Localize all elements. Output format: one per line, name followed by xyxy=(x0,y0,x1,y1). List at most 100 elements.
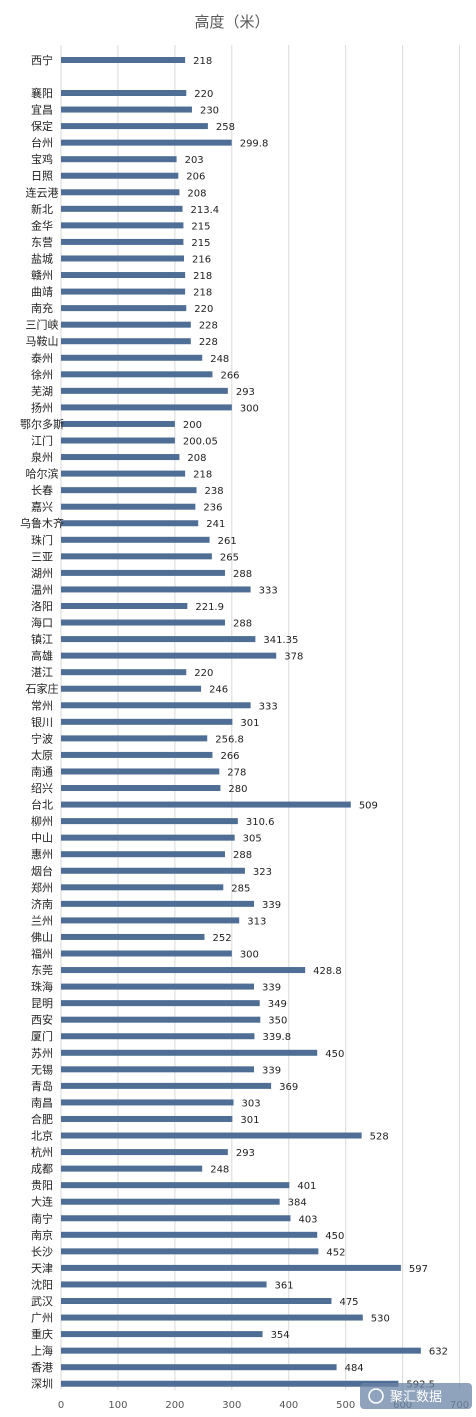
bar xyxy=(61,586,251,593)
data-label: 206 xyxy=(186,172,205,183)
bar xyxy=(61,139,232,146)
category-label: 深圳 xyxy=(31,1378,53,1391)
category-label: 湖州 xyxy=(31,567,53,580)
data-label: 350 xyxy=(268,1016,287,1027)
data-label: 301 xyxy=(240,718,259,729)
data-label: 218 xyxy=(193,271,212,282)
bar xyxy=(61,123,208,130)
bar xyxy=(61,1314,363,1321)
data-label: 252 xyxy=(212,933,231,944)
data-label: 339.8 xyxy=(262,1032,291,1043)
bar xyxy=(61,454,180,461)
category-label: 成都 xyxy=(31,1163,53,1176)
bar xyxy=(61,1132,362,1139)
bar xyxy=(61,1016,261,1023)
data-label: 220 xyxy=(194,668,213,679)
bar xyxy=(61,702,251,709)
bar xyxy=(61,354,203,361)
bar xyxy=(61,1182,290,1189)
category-label: 大连 xyxy=(31,1195,53,1209)
bar xyxy=(61,470,186,477)
category-label: 徐州 xyxy=(31,367,53,381)
bar xyxy=(61,1198,280,1205)
category-label: 石家庄 xyxy=(26,682,59,696)
bar xyxy=(61,553,212,560)
bar xyxy=(61,983,255,990)
bar xyxy=(61,1000,260,1007)
category-label: 嘉兴 xyxy=(31,500,53,514)
bar xyxy=(61,619,225,626)
category-label: 厦门 xyxy=(31,1029,53,1043)
category-label: 盐城 xyxy=(31,252,53,265)
category-label: 合肥 xyxy=(31,1112,53,1126)
data-label: 401 xyxy=(297,1181,316,1192)
bar xyxy=(61,338,191,345)
bar xyxy=(61,834,235,841)
category-labels: 西宁襄阳宜昌保定台州宝鸡日照连云港新北金华东营盐城赣州曲靖南充三门峡马鞍山泰州徐… xyxy=(20,53,64,1391)
x-tick-label: 500 xyxy=(336,1400,355,1411)
bar xyxy=(61,1380,399,1387)
bar xyxy=(61,1248,319,1255)
data-label: 266 xyxy=(220,751,239,762)
category-label: 襄阳 xyxy=(31,86,53,100)
data-label: 339 xyxy=(262,900,281,911)
category-label: 北京 xyxy=(31,1129,53,1143)
category-label: 东营 xyxy=(31,235,53,249)
category-label: 珠海 xyxy=(31,980,53,994)
bar xyxy=(61,1066,255,1073)
category-label: 马鞍山 xyxy=(26,334,59,348)
category-label: 海口 xyxy=(31,616,53,630)
category-label: 南宁 xyxy=(31,1211,53,1225)
category-label: 香港 xyxy=(31,1361,53,1374)
category-label: 惠州 xyxy=(31,847,53,861)
category-label: 苏州 xyxy=(31,1047,53,1060)
data-label: 349 xyxy=(268,999,287,1010)
bar xyxy=(61,1331,263,1338)
bar xyxy=(61,1298,332,1305)
category-label: 江门 xyxy=(31,434,53,448)
data-label: 354 xyxy=(271,1330,290,1341)
bar xyxy=(61,437,175,444)
data-label: 509 xyxy=(359,801,378,812)
data-label: 301 xyxy=(240,1115,259,1126)
data-label: 258 xyxy=(216,122,235,133)
bar xyxy=(61,1364,337,1371)
category-label: 昆明 xyxy=(31,997,53,1010)
data-label: 218 xyxy=(193,56,212,67)
bar xyxy=(61,785,221,792)
category-label: 南京 xyxy=(31,1228,53,1242)
bar xyxy=(61,1149,228,1156)
category-label: 乌鲁木齐 xyxy=(20,516,64,530)
bar xyxy=(61,156,177,163)
bar xyxy=(61,884,224,891)
data-label: 341.35 xyxy=(263,635,298,646)
category-label: 贵阳 xyxy=(31,1179,53,1192)
bar xyxy=(61,602,188,609)
category-label: 长春 xyxy=(31,484,53,497)
bar xyxy=(61,867,245,874)
x-tick-label: 200 xyxy=(165,1400,184,1411)
bar xyxy=(61,238,184,245)
category-label: 宜昌 xyxy=(31,103,53,117)
bar xyxy=(61,1165,203,1172)
bar xyxy=(61,1082,272,1089)
bar xyxy=(61,536,210,543)
bar xyxy=(61,255,184,262)
bar xyxy=(61,751,213,758)
category-label: 无锡 xyxy=(31,1062,53,1076)
data-label: 213.4 xyxy=(191,205,220,216)
data-label: 310.6 xyxy=(246,817,275,828)
category-label: 赣州 xyxy=(31,268,53,282)
category-label: 绍兴 xyxy=(31,781,53,795)
data-label: 323 xyxy=(253,867,272,878)
bar xyxy=(61,272,186,279)
bar xyxy=(61,305,187,312)
data-label: 313 xyxy=(247,916,266,927)
bar xyxy=(61,106,192,113)
bar xyxy=(61,801,351,808)
category-label: 洛阳 xyxy=(31,599,53,613)
bar xyxy=(61,636,256,643)
bar xyxy=(61,57,186,63)
data-label: 261 xyxy=(218,536,237,547)
category-label: 重庆 xyxy=(31,1327,53,1341)
